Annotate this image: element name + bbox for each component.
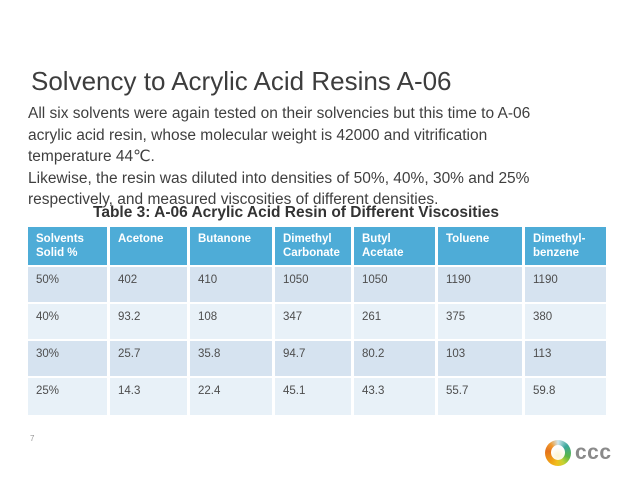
table-cell: 59.8: [525, 378, 606, 415]
viscosity-table: Solvents Solid % Acetone Butanone Dimeth…: [28, 227, 606, 415]
logo-text: ccc: [575, 441, 612, 464]
table-cell: 410: [190, 267, 275, 304]
table-cell: 108: [190, 304, 275, 341]
column-header: Acetone: [110, 227, 190, 267]
company-logo: ccc: [545, 440, 612, 466]
page-title: Solvency to Acrylic Acid Resins A-06: [31, 66, 452, 96]
table-cell: 40%: [28, 304, 110, 341]
column-header: Dimethyl-benzene: [525, 227, 606, 267]
column-header: Butyl Acetate: [354, 227, 438, 267]
column-header: Butanone: [190, 227, 275, 267]
table-row: 40% 93.2 108 347 261 375 380: [28, 304, 606, 341]
table-cell: 35.8: [190, 341, 275, 378]
column-header: Solvents Solid %: [28, 227, 110, 267]
table-cell: 80.2: [354, 341, 438, 378]
table-cell: 22.4: [190, 378, 275, 415]
table-cell: 94.7: [275, 341, 354, 378]
table-cell: 375: [438, 304, 525, 341]
table-cell: 55.7: [438, 378, 525, 415]
paragraph-line: respectively, and measured viscosities o…: [28, 191, 439, 209]
table-cell: 402: [110, 267, 190, 304]
table-cell: 14.3: [110, 378, 190, 415]
paragraph-line: temperature 44℃.: [28, 148, 155, 166]
table-cell: 113: [525, 341, 606, 378]
table-cell: 45.1: [275, 378, 354, 415]
table-row: 25% 14.3 22.4 45.1 43.3 55.7 59.8: [28, 378, 606, 415]
paragraph-line: All six solvents were again tested on th…: [28, 105, 531, 122]
table-cell: 25.7: [110, 341, 190, 378]
table-cell: 261: [354, 304, 438, 341]
table-cell: 30%: [28, 341, 110, 378]
table-cell: 1190: [438, 267, 525, 304]
table-caption: Table 3: A-06 Acrylic Acid Resin of Diff…: [93, 204, 499, 221]
table-cell: 380: [525, 304, 606, 341]
table-cell: 1190: [525, 267, 606, 304]
column-header: Toluene: [438, 227, 525, 267]
table-row: 30% 25.7 35.8 94.7 80.2 103 113: [28, 341, 606, 378]
table-row: 50% 402 410 1050 1050 1190 1190: [28, 267, 606, 304]
table-cell: 1050: [275, 267, 354, 304]
table-cell: 1050: [354, 267, 438, 304]
page-number: 7: [30, 434, 35, 443]
paragraph-line: Likewise, the resin was diluted into den…: [28, 169, 530, 187]
logo-globe-icon: [545, 440, 571, 466]
column-header: Dimethyl Carbonate: [275, 227, 354, 267]
table-cell: 25%: [28, 378, 110, 415]
table-cell: 347: [275, 304, 354, 341]
paragraph-line: acrylic acid resin, whose molecular weig…: [28, 126, 488, 144]
table-cell: 50%: [28, 267, 110, 304]
table-header-row: Solvents Solid % Acetone Butanone Dimeth…: [28, 227, 606, 267]
body-paragraph: All six solvents were again tested on th…: [28, 103, 530, 211]
table-cell: 103: [438, 341, 525, 378]
table-cell: 93.2: [110, 304, 190, 341]
table-cell: 43.3: [354, 378, 438, 415]
